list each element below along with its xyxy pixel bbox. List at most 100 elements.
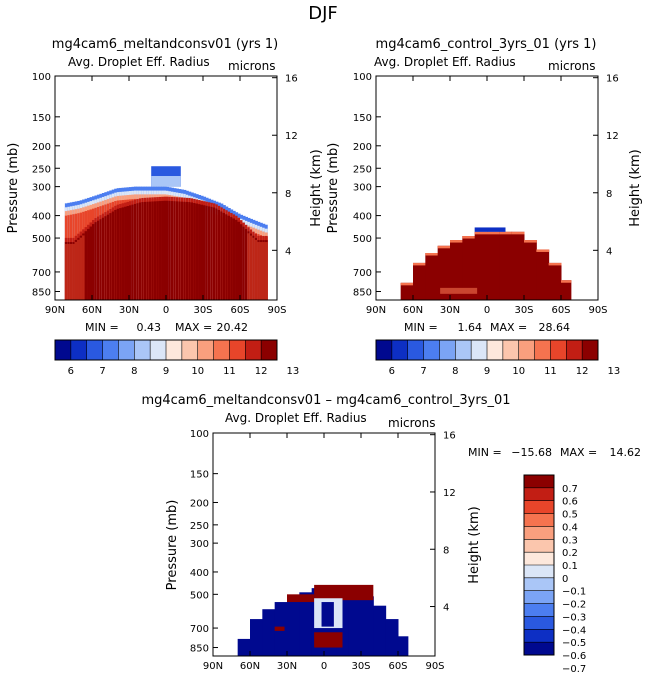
heatmap-cell <box>474 231 488 300</box>
height-tick-label: 12 <box>443 488 456 499</box>
heatmap-cell <box>548 262 562 266</box>
colorbar-label: 0.2 <box>562 548 578 559</box>
heatmap-cell <box>72 244 76 300</box>
heatmap-cell <box>499 231 513 235</box>
colorbar-label: 7 <box>99 366 105 377</box>
heatmap-cell <box>69 244 73 300</box>
pressure-tick-label: 150 <box>353 113 372 124</box>
heatmap-cell <box>180 201 184 300</box>
heatmap-cell <box>96 220 100 300</box>
heatmap-cell <box>151 176 181 187</box>
colorbar-label: 10 <box>191 366 204 377</box>
heatmap-cell <box>77 239 81 300</box>
colorbar-swatch <box>524 642 554 656</box>
heatmap-cell <box>129 205 133 300</box>
colorbar-swatch <box>524 616 554 630</box>
colorbar-swatch <box>502 340 520 360</box>
heatmap-cell <box>111 211 115 300</box>
heatmap-cell <box>175 201 179 300</box>
heatmap-cell <box>487 231 500 235</box>
colorbar-swatch <box>524 500 554 514</box>
heatmap-cell <box>106 214 110 300</box>
colorbar-label: 0.3 <box>562 535 578 546</box>
colorbar-swatch <box>524 552 554 566</box>
heatmap-cell <box>148 201 152 300</box>
panel-2-max-label: MAX = <box>490 321 527 334</box>
panel-1-variable: Avg. Droplet Eff. Radius <box>68 55 210 69</box>
x-tick-label: 60N <box>82 305 102 316</box>
x-tick-label: 30N <box>277 661 297 672</box>
pressure-tick-label: 700 <box>353 268 372 279</box>
heatmap-cell <box>299 592 313 656</box>
heatmap-cell <box>437 245 451 300</box>
pressure-tick-label: 850 <box>32 287 51 298</box>
colorbar-swatch <box>181 340 199 360</box>
x-tick-label: 0 <box>321 661 327 672</box>
heatmap-cell <box>240 224 244 300</box>
heatmap-cell <box>450 240 463 300</box>
heatmap-cell <box>153 201 157 300</box>
panel-1-ylabel-right: Height (km) <box>309 149 324 226</box>
x-tick-label: 60S <box>388 661 407 672</box>
height-tick-label: 16 <box>443 431 456 442</box>
colorbar-label: 11 <box>544 366 557 377</box>
x-tick-label: 0 <box>163 305 169 316</box>
colorbar-label: 8 <box>131 366 137 377</box>
heatmap-cell <box>462 236 476 300</box>
heatmap-cell <box>227 215 231 300</box>
x-tick-label: 30N <box>119 305 139 316</box>
colorbar-swatch <box>524 577 554 592</box>
colorbar-swatch <box>102 340 119 360</box>
colorbar-label: 0.6 <box>562 497 578 508</box>
heatmap-cell <box>183 201 187 300</box>
x-tick-label: 90N <box>366 305 386 316</box>
colorbar-swatch <box>376 340 393 360</box>
heatmap-cell <box>242 226 246 300</box>
heatmap-cell <box>348 588 362 656</box>
panel-3-height-axis: 4 8 12 16 <box>430 431 456 614</box>
colorbar-label: 9 <box>484 366 490 377</box>
panel-3-ylabel-right: Height (km) <box>467 506 482 583</box>
colorbar-label: 8 <box>452 366 458 377</box>
pressure-tick-label: 100 <box>190 429 209 440</box>
panel-3-pressure-axis: 100 150 200 250 300 400 500 700 850 <box>190 429 218 655</box>
colorbar-swatch <box>524 475 554 489</box>
colorbar-label: 13 <box>607 366 620 377</box>
pressure-tick-label: 300 <box>190 539 209 550</box>
panel-2-max-value: 28.64 <box>539 321 571 334</box>
heatmap-cell <box>237 638 251 656</box>
panel-1-ylabel: Pressure (mb) <box>6 143 21 234</box>
panel-1-height-axis: 4 8 12 16 <box>272 74 298 257</box>
heatmap-cell <box>499 231 513 300</box>
colorbar-swatch <box>118 340 135 360</box>
colorbar-label: 0.7 <box>562 484 578 495</box>
heatmap-cell <box>119 208 123 300</box>
heatmap-cell <box>259 242 263 300</box>
colorbar-swatch <box>55 340 72 360</box>
height-tick-label: 16 <box>285 74 298 85</box>
heatmap-cell <box>198 204 202 300</box>
colorbar-label: −0.4 <box>562 625 586 636</box>
colorbar-swatch <box>518 340 535 360</box>
colorbar-label: 10 <box>512 366 525 377</box>
heatmap-cell <box>99 219 103 300</box>
heatmap-cell <box>264 242 268 300</box>
heatmap-cell <box>136 203 140 300</box>
panel-2-height-axis: 4 8 12 16 <box>593 74 619 257</box>
x-tick-label: 60N <box>240 661 260 672</box>
pressure-tick-label: 400 <box>32 212 51 223</box>
height-tick-label: 12 <box>606 131 619 142</box>
pressure-tick-label: 300 <box>353 183 372 194</box>
colorbar-swatch <box>423 340 440 360</box>
colorbar-label: 6 <box>389 366 395 377</box>
colorbar-swatch <box>524 629 554 643</box>
panel-1-min-value: 0.43 <box>137 321 162 334</box>
heatmap-cell <box>126 206 130 300</box>
panel-1-heatmap <box>64 166 268 300</box>
heatmap-cell <box>235 219 239 300</box>
heatmap-cell <box>440 287 478 294</box>
heatmap-cell <box>143 201 147 300</box>
pressure-tick-label: 400 <box>353 212 372 223</box>
pressure-tick-label: 700 <box>190 624 209 635</box>
heatmap-cell <box>237 221 241 300</box>
